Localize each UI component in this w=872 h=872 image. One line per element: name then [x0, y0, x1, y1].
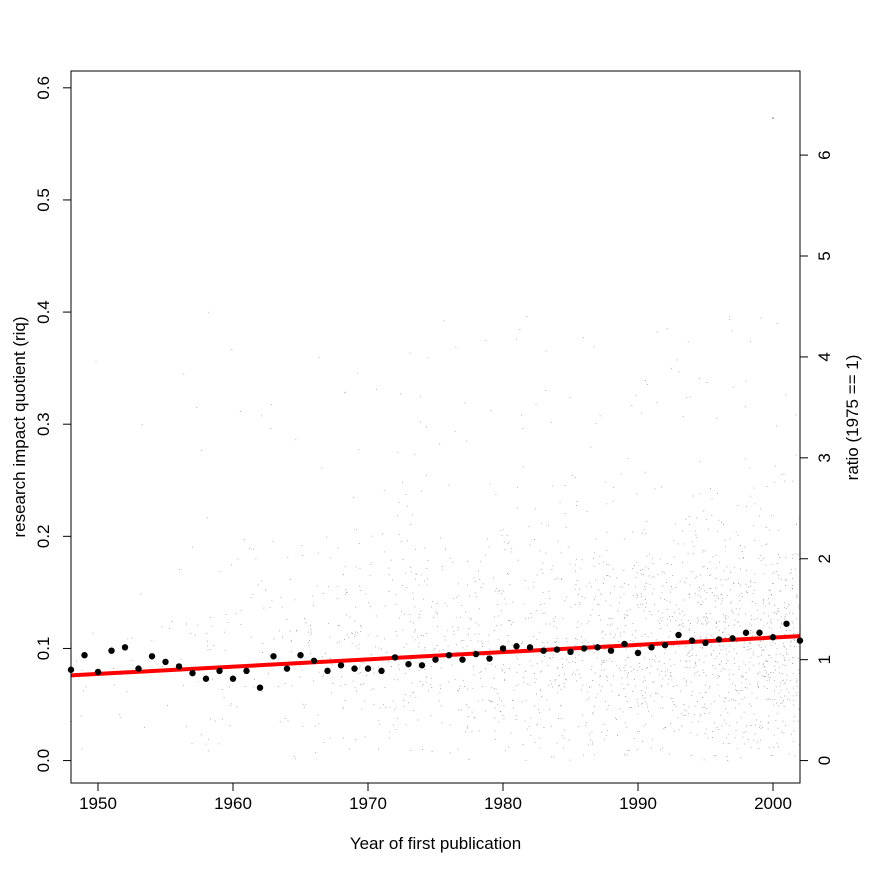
yearly-mean-point — [175, 663, 183, 670]
yearly-mean-point — [675, 631, 682, 639]
yearly-mean-point — [702, 639, 709, 647]
yearly-mean-point — [378, 667, 385, 675]
y-axis-title: research impact quotient (riq) — [10, 316, 29, 537]
yearly-mean-point — [661, 641, 669, 649]
yearly-mean-point — [567, 648, 574, 656]
y2-tick-label: 4 — [815, 352, 834, 361]
yearly-mean-point — [769, 634, 777, 641]
x-axis-title: Year of first publication — [350, 834, 521, 853]
yearly-mean-point — [621, 640, 628, 648]
yearly-mean-point — [499, 645, 507, 652]
x-tick-label: 2000 — [754, 794, 792, 813]
yearly-mean-point — [256, 684, 264, 691]
y-tick-label: 0.0 — [34, 749, 53, 773]
yearly-mean-point — [783, 620, 790, 627]
fit-layer — [70, 634, 801, 678]
x-axis: 1950 1960 1970 1980 1990 2000 — [79, 782, 792, 813]
y-tick-label: 0.3 — [34, 412, 53, 436]
yearly-mean-point — [405, 660, 412, 668]
x-tick-label: 1990 — [619, 794, 657, 813]
yearly-mean-point — [310, 657, 318, 664]
yearly-mean-point — [337, 662, 345, 669]
yearly-mean-point — [283, 665, 291, 672]
yearly-mean-point — [229, 675, 237, 682]
y-tick-label: 0.1 — [34, 637, 53, 661]
yearly-mean-point — [243, 667, 250, 675]
author-scatter-layer — [71, 117, 801, 761]
yearly-mean-point — [94, 668, 102, 676]
yearly-mean-point — [81, 651, 88, 659]
yearly-mean-point — [540, 647, 547, 654]
y-axis-left: 0.0 0.1 0.2 0.3 0.4 0.5 0.6 — [34, 76, 72, 773]
y-tick-label: 0.5 — [34, 188, 53, 212]
y-axis-right: 0 1 2 3 4 5 6 — [799, 150, 834, 765]
yearly-mean-point — [297, 651, 304, 659]
yearly-mean-point — [594, 644, 601, 651]
yearly-mean-point — [324, 667, 331, 675]
y2-tick-label: 1 — [815, 655, 834, 664]
y-tick-label: 0.6 — [34, 76, 53, 100]
yearly-mean-point — [513, 643, 520, 650]
yearly-mean-point — [202, 675, 210, 682]
yearly-mean-point — [432, 656, 439, 663]
yearly-mean-point — [648, 644, 655, 651]
x-tick-label: 1950 — [79, 794, 117, 813]
yearly-mean-point — [391, 654, 399, 661]
yearly-mean-point — [526, 644, 534, 651]
yearly-mean-point — [121, 644, 129, 651]
yearly-mean-point — [688, 637, 696, 644]
yearly-mean-point — [364, 665, 372, 672]
yearly-mean-point — [148, 653, 156, 660]
yearly-mean-point — [580, 645, 588, 652]
y2-tick-label: 0 — [815, 756, 834, 765]
yearly-mean-point — [445, 651, 453, 659]
yearly-mean-point — [351, 665, 358, 672]
yearly-mean-point — [634, 649, 642, 657]
linear-fit-line — [70, 634, 801, 678]
yearly-mean-layer — [67, 620, 804, 691]
yearly-mean-point — [756, 629, 763, 636]
y-tick-label: 0.4 — [34, 300, 53, 324]
y2-axis-title: ratio (1975 == 1) — [843, 355, 862, 481]
yearly-mean-point — [729, 635, 736, 642]
yearly-mean-point — [553, 646, 561, 653]
yearly-mean-point — [472, 650, 480, 658]
x-tick-label: 1970 — [349, 794, 387, 813]
yearly-mean-point — [715, 636, 723, 643]
y2-tick-label: 5 — [815, 251, 834, 260]
yearly-mean-point — [418, 662, 426, 669]
yearly-mean-point — [108, 647, 115, 654]
author-scatter-points — [71, 311, 801, 761]
y2-tick-label: 3 — [815, 453, 834, 462]
yearly-mean-point — [742, 629, 750, 636]
y-tick-label: 0.2 — [34, 525, 53, 549]
yearly-mean-point — [162, 658, 169, 666]
yearly-mean-point — [270, 653, 277, 660]
yearly-mean-point — [607, 647, 615, 654]
x-tick-label: 1960 — [214, 794, 252, 813]
author-scatter-max-point — [772, 117, 774, 119]
y2-tick-label: 6 — [815, 150, 834, 159]
yearly-mean-point — [189, 669, 196, 677]
x-tick-label: 1980 — [484, 794, 522, 813]
yearly-mean-point — [216, 667, 223, 675]
yearly-mean-point — [135, 665, 142, 672]
y2-tick-label: 2 — [815, 554, 834, 563]
yearly-mean-point — [459, 656, 466, 663]
yearly-mean-point — [486, 655, 493, 662]
